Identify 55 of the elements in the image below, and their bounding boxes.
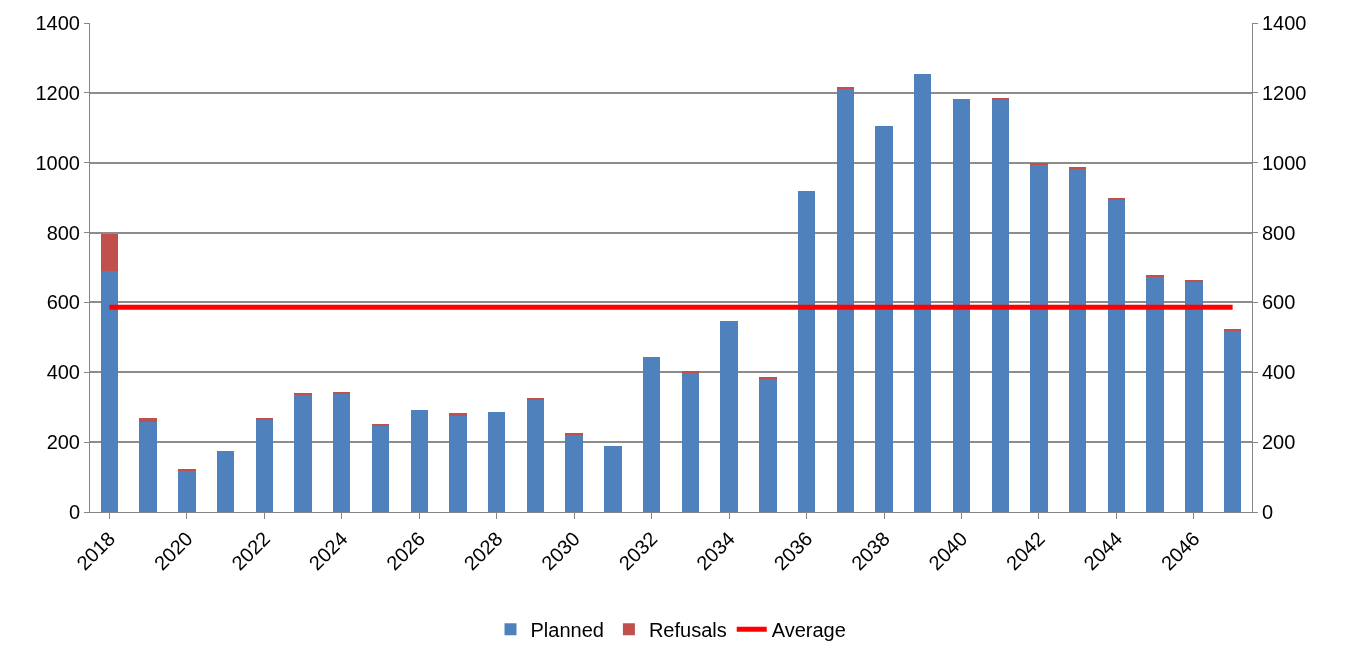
legend-label: Average bbox=[771, 619, 846, 642]
bar bbox=[1068, 168, 1087, 512]
bar bbox=[914, 74, 932, 512]
bar bbox=[720, 320, 738, 512]
bar bbox=[255, 419, 274, 512]
bar bbox=[1223, 328, 1242, 331]
bar bbox=[1185, 281, 1203, 512]
bar bbox=[100, 234, 119, 271]
y-tick-label: 200 bbox=[46, 431, 80, 454]
y-tick-label: 1000 bbox=[35, 151, 80, 174]
bar bbox=[333, 393, 351, 512]
y2-tick-label: 1200 bbox=[1262, 81, 1307, 104]
y-tick-label: 1400 bbox=[35, 12, 80, 34]
bar bbox=[294, 394, 312, 512]
bar bbox=[139, 421, 157, 512]
y-tick-label: 400 bbox=[46, 361, 80, 384]
bar bbox=[1107, 199, 1126, 512]
bar bbox=[410, 409, 428, 512]
bar bbox=[449, 415, 467, 512]
bar bbox=[487, 412, 506, 512]
y2-tick-label: 200 bbox=[1262, 431, 1296, 454]
bar bbox=[178, 470, 196, 512]
legend-label: Planned bbox=[530, 619, 604, 642]
y2-tick-label: 1000 bbox=[1262, 151, 1307, 174]
bar bbox=[875, 125, 893, 512]
bar bbox=[991, 99, 1009, 512]
y-tick-label: 0 bbox=[68, 501, 80, 523]
bar bbox=[100, 270, 119, 512]
bar bbox=[565, 434, 583, 512]
bar bbox=[952, 98, 971, 512]
y-tick-label: 800 bbox=[46, 221, 80, 244]
y2-tick-label: 600 bbox=[1262, 291, 1296, 314]
y-tick-label: 600 bbox=[46, 291, 80, 314]
y2-tick-label: 800 bbox=[1262, 221, 1296, 244]
bar bbox=[642, 356, 661, 512]
bar bbox=[797, 190, 816, 512]
bar bbox=[565, 432, 583, 435]
bar bbox=[1223, 330, 1242, 512]
y-tick-label: 1200 bbox=[35, 81, 80, 104]
bar bbox=[371, 425, 390, 512]
y2-tick-label: 400 bbox=[1262, 361, 1296, 384]
bar bbox=[836, 88, 855, 512]
bar bbox=[681, 372, 700, 512]
y2-tick-label: 0 bbox=[1262, 501, 1274, 523]
bar bbox=[759, 378, 777, 512]
bar bbox=[178, 468, 196, 471]
legend-label: Refusals bbox=[648, 619, 727, 642]
bar bbox=[139, 417, 157, 422]
bar bbox=[1146, 276, 1164, 512]
bar bbox=[526, 399, 545, 512]
y2-tick-label: 1400 bbox=[1262, 12, 1307, 34]
bar bbox=[216, 450, 235, 512]
bar bbox=[1030, 164, 1048, 512]
bar bbox=[604, 445, 622, 512]
bar bbox=[449, 413, 467, 416]
